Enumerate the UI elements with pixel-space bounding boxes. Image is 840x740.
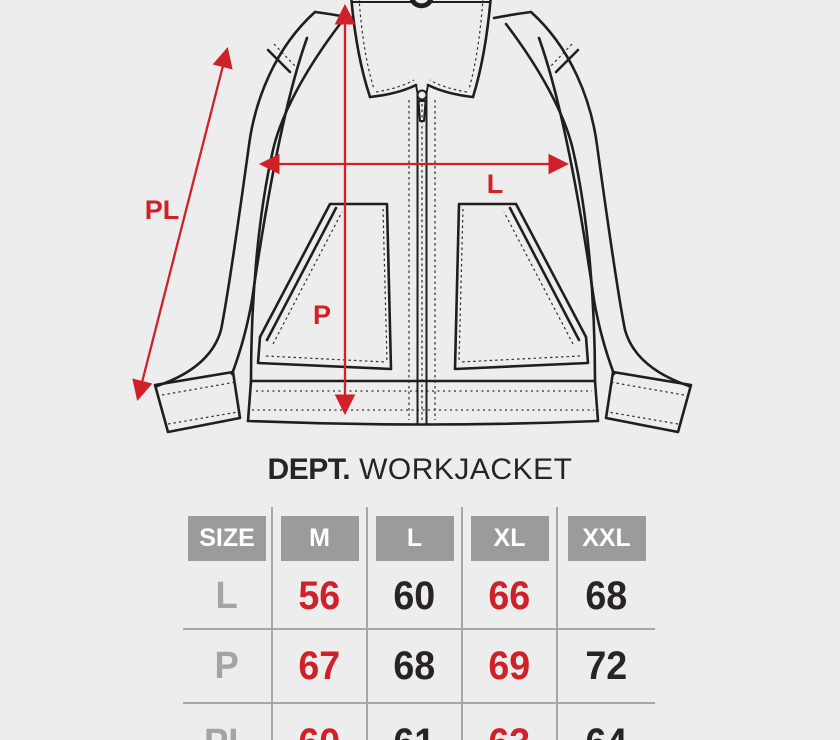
waistband [246, 379, 600, 426]
value-p-l: 68 [393, 643, 436, 688]
measurement-label-l: L [487, 169, 504, 199]
value-p-xxl-cell: 72 [558, 628, 655, 702]
jacket-body [249, 22, 597, 383]
jacket-technical-drawing: L P PL [132, 0, 693, 434]
column-header-size-cell: SIZE [183, 507, 273, 565]
zipper-ring [416, 89, 428, 101]
column-header-size: SIZE [188, 515, 266, 561]
row-label-pl-cell: PL [183, 702, 273, 740]
measurement-arrows: L P PL [132, 3, 570, 416]
value-pl-xl-cell: 63 [463, 702, 558, 740]
left-shoulder-seam [266, 48, 292, 74]
product-title: DEPT. WORKJACKET [0, 447, 840, 493]
value-l-xxl: 68 [585, 574, 628, 618]
value-p-xl-cell: 69 [463, 628, 558, 702]
row-label-p: P [214, 644, 240, 687]
value-p-m: 67 [298, 643, 341, 688]
value-l-m-cell: 56 [273, 565, 368, 628]
value-pl-xxl: 64 [586, 721, 628, 740]
value-p-xl: 69 [488, 643, 531, 688]
value-l-xxl-cell: 68 [558, 565, 655, 628]
left-pocket [256, 202, 393, 371]
column-header-m-cell: M [273, 507, 368, 565]
collar [350, 0, 492, 99]
column-header-xxl-cell: XXL [558, 507, 655, 565]
row-label-l: L [215, 575, 239, 617]
zipper [408, 89, 436, 425]
right-cuff [604, 370, 693, 434]
value-pl-xxl-cell: 64 [558, 702, 655, 740]
measurement-arrow-pl [132, 46, 233, 402]
column-header-l-cell: L [368, 507, 463, 565]
value-pl-m: 60 [299, 721, 341, 740]
value-l-l-cell: 60 [368, 565, 463, 628]
column-header-xxl: XXL [567, 515, 646, 561]
zipper-pull [417, 100, 427, 122]
right-shoulder-seam [554, 48, 580, 74]
value-pl-l: 61 [394, 721, 436, 740]
measurement-label-p: P [313, 300, 331, 330]
brand-name: DEPT. [267, 453, 351, 486]
column-header-xl-cell: XL [463, 507, 558, 565]
column-header-xl: XL [470, 515, 549, 561]
value-p-l-cell: 68 [368, 628, 463, 702]
column-header-m: M [280, 515, 359, 561]
value-p-xxl: 72 [585, 643, 628, 688]
row-label-pl: PL [204, 722, 251, 740]
value-l-xl-cell: 66 [463, 565, 558, 628]
right-pocket [453, 202, 590, 371]
value-pl-xl: 63 [489, 721, 531, 740]
hanger-loop [410, 0, 433, 9]
measurement-label-pl: PL [145, 195, 180, 225]
value-l-l: 60 [393, 574, 436, 618]
value-l-xl: 66 [488, 574, 531, 618]
column-header-l: L [375, 515, 454, 561]
product-name: WORKJACKET [359, 453, 573, 486]
value-pl-l-cell: 61 [368, 702, 463, 740]
value-l-m: 56 [298, 574, 341, 618]
size-table: SIZE M L XL XXL L 56 60 66 68 [183, 507, 655, 740]
sleeves [155, 10, 691, 388]
value-p-m-cell: 67 [273, 628, 368, 702]
row-label-l-cell: L [183, 565, 273, 628]
value-pl-m-cell: 60 [273, 702, 368, 740]
row-label-p-cell: P [183, 628, 273, 702]
